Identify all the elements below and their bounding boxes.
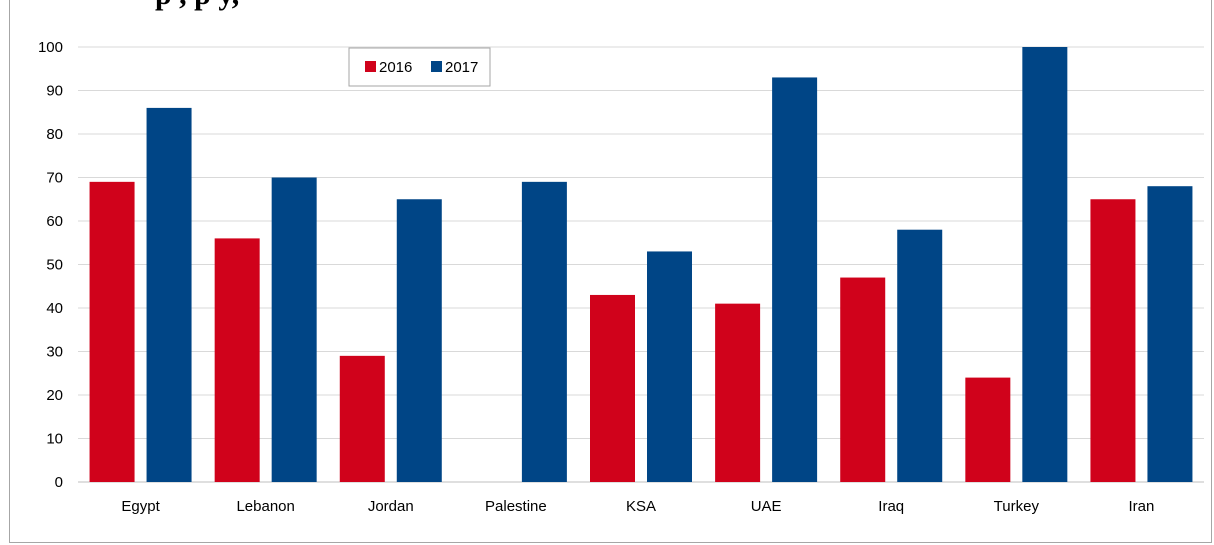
legend: 2016 2017 xyxy=(348,47,491,87)
y-tick-label: 50 xyxy=(46,257,63,274)
x-tick-label: Egypt xyxy=(121,498,160,515)
x-tick-label: KSA xyxy=(626,498,656,515)
y-tick-label: 60 xyxy=(46,213,63,230)
chart-frame xyxy=(9,0,1212,543)
gridlines xyxy=(78,46,1204,483)
y-tick-label: 70 xyxy=(46,170,63,187)
legend-swatch-2017 xyxy=(431,61,442,72)
x-tick-label: Lebanon xyxy=(236,498,294,515)
x-tick-label: Jordan xyxy=(368,498,414,515)
bar-2016-lebanon xyxy=(214,238,260,482)
x-tick-label: Palestine xyxy=(485,498,547,515)
bar-2016-egypt xyxy=(89,181,135,482)
bars xyxy=(89,47,1193,483)
bar-2017-palestine xyxy=(521,181,567,482)
y-tick-label: 0 xyxy=(55,474,63,491)
bar-2017-egypt xyxy=(146,107,192,483)
bar-2017-ksa xyxy=(647,251,692,482)
bar-2016-turkey xyxy=(965,377,1011,482)
y-tick-label: 40 xyxy=(46,300,63,317)
bar-2017-uae xyxy=(772,77,818,482)
legend-swatch-2016 xyxy=(365,61,376,72)
y-tick-label: 90 xyxy=(46,83,63,100)
x-tick-label: UAE xyxy=(751,498,782,515)
legend-label: 2017 xyxy=(445,59,478,76)
bar-2016-iraq xyxy=(840,277,886,482)
bar-2016-ksa xyxy=(590,294,635,482)
bar-2016-uae xyxy=(715,303,761,482)
bar-2017-iraq xyxy=(897,229,943,482)
bar-2017-jordan xyxy=(396,199,442,482)
x-tick-label: Turkey xyxy=(994,498,1040,515)
bar-2017-lebanon xyxy=(271,177,317,482)
y-tick-label: 10 xyxy=(46,431,63,448)
y-tick-label: 80 xyxy=(46,126,63,143)
x-tick-label: Iraq xyxy=(878,498,904,515)
bar-2016-jordan xyxy=(339,355,385,482)
y-tick-label: 100 xyxy=(38,39,63,56)
legend-label: 2016 xyxy=(379,59,412,76)
y-tick-label: 20 xyxy=(46,387,63,404)
bar-2016-iran xyxy=(1090,199,1136,482)
chart-title-fragment: p , p y, xyxy=(155,0,239,12)
y-tick-label: 30 xyxy=(46,344,63,361)
x-axis: Egypt Lebanon Jordan Palestine KSA UAE Iraq Tur… xyxy=(121,498,1154,515)
bar-2017-turkey xyxy=(1022,47,1068,482)
x-tick-label: Iran xyxy=(1129,498,1155,515)
bar-2017-iran xyxy=(1147,186,1193,482)
y-axis: 0 10 20 30 40 50 60 70 80 90 100 xyxy=(38,39,63,491)
